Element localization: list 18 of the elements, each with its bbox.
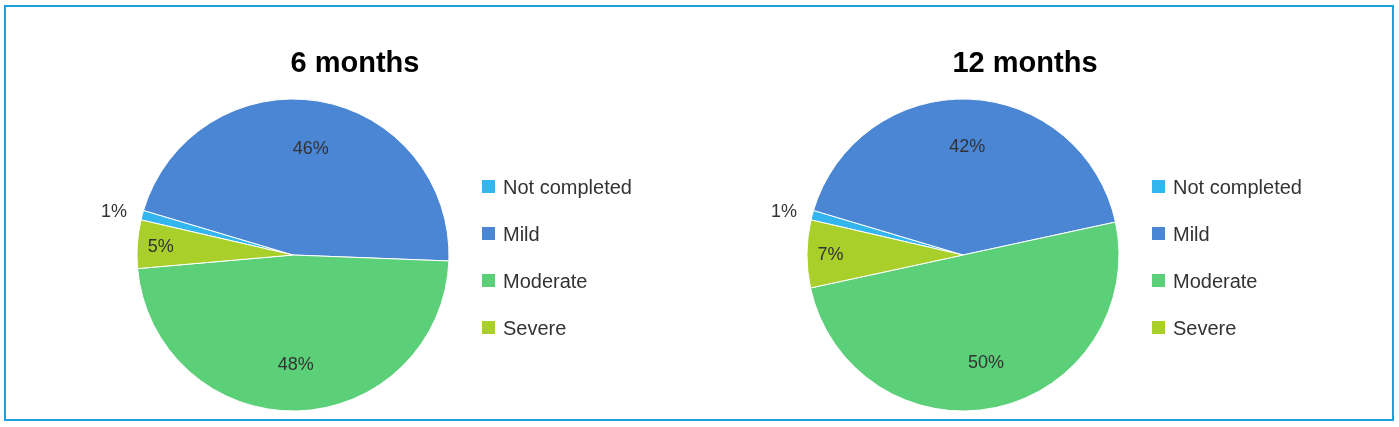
data-label: 50% bbox=[968, 352, 1005, 373]
legend-label: Mild bbox=[1173, 223, 1210, 245]
data-label: 42% bbox=[949, 136, 986, 157]
data-label: 48% bbox=[277, 354, 314, 375]
data-label: 1% bbox=[771, 201, 798, 222]
legend-label: Mild bbox=[503, 223, 540, 245]
legend-label: Not completed bbox=[1173, 176, 1302, 198]
data-label: 7% bbox=[817, 244, 844, 265]
data-label: 46% bbox=[292, 137, 329, 158]
legend-label: Severe bbox=[503, 317, 567, 339]
chart-title: 6 months bbox=[290, 46, 420, 78]
legend-label: Moderate bbox=[503, 270, 588, 292]
data-label: 1% bbox=[101, 201, 128, 222]
chart-title: 12 months bbox=[952, 46, 1098, 78]
data-label: 5% bbox=[147, 236, 174, 257]
legend-label: Not completed bbox=[503, 176, 632, 198]
legend-label: Moderate bbox=[1173, 270, 1258, 292]
legend-label: Severe bbox=[1173, 317, 1237, 339]
